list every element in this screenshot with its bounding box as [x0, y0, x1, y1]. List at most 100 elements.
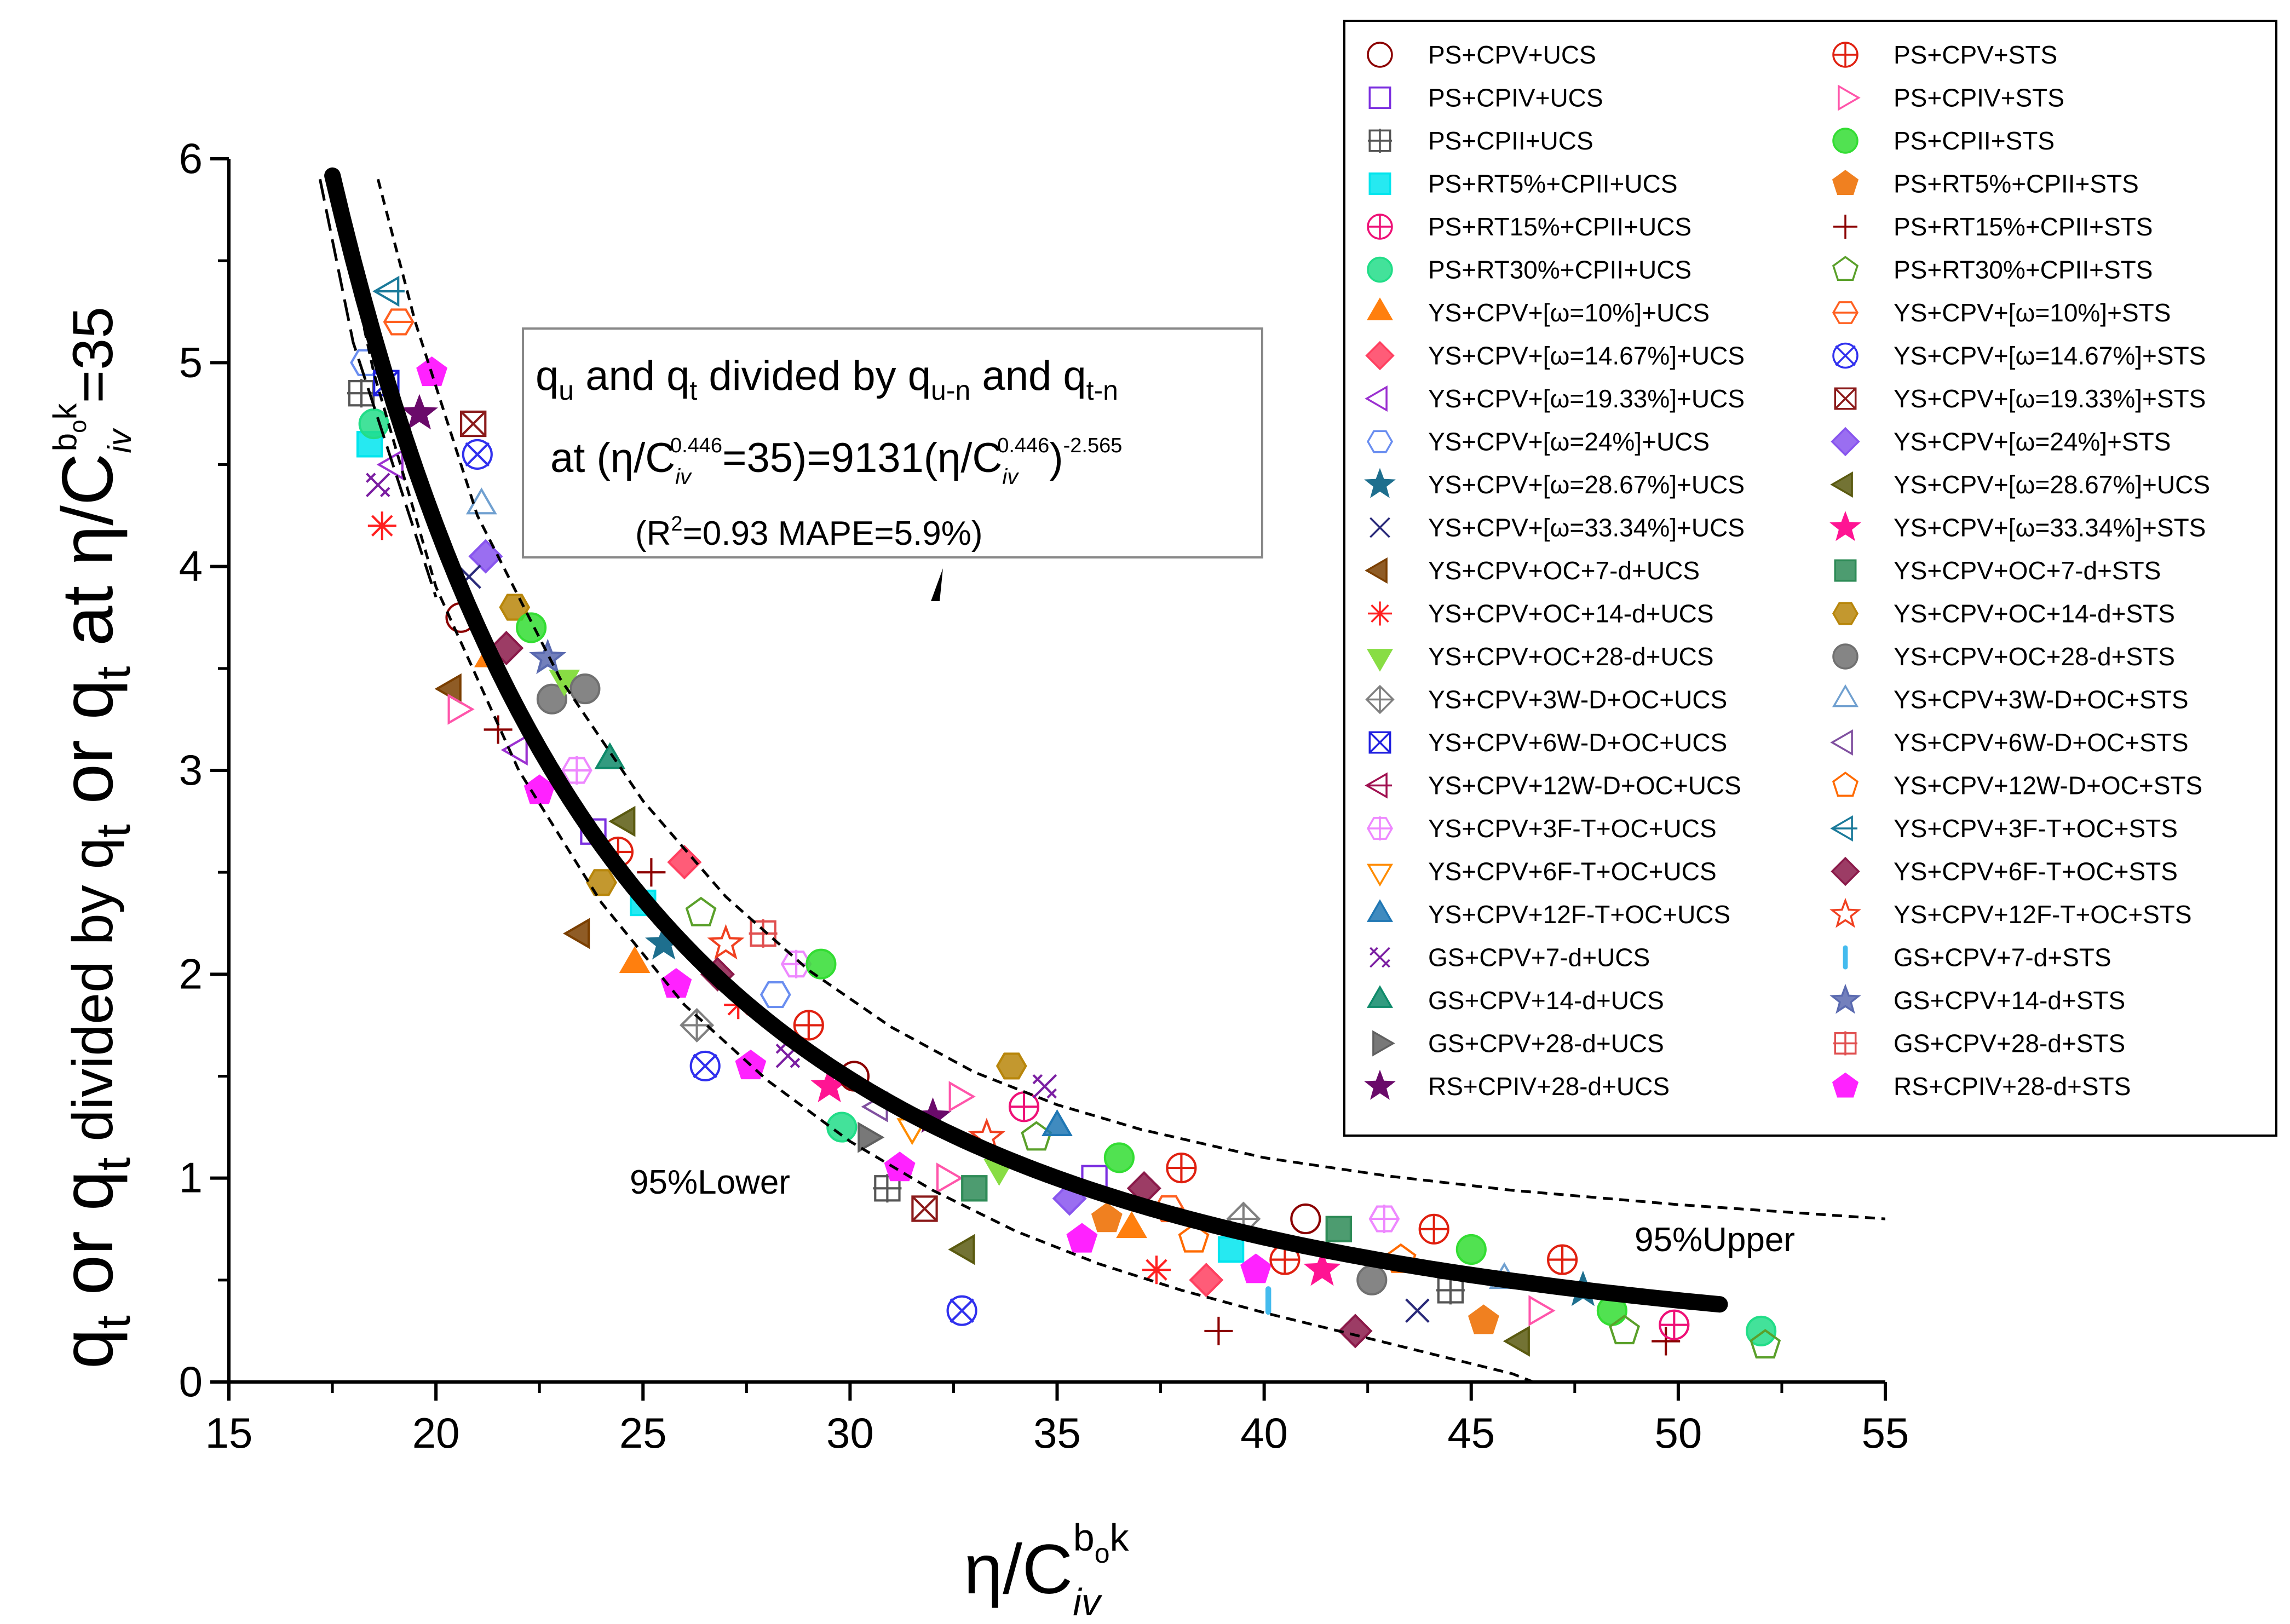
data-point	[400, 394, 438, 430]
x-tick-label: 30	[826, 1409, 874, 1457]
y-tick-label: 2	[179, 949, 203, 998]
legend-marker	[1838, 84, 1861, 111]
legend-label: YS+CPV+OC+14-d+STS	[1894, 600, 2175, 628]
legend-label: YS+CPV+12F-T+OC+STS	[1894, 900, 2192, 929]
legend-label: YS+CPV+OC+7-d+STS	[1894, 556, 2161, 585]
legend-marker	[1830, 729, 1853, 756]
legend-marker	[1367, 42, 1393, 68]
fit-curve	[324, 167, 1728, 1313]
legend-label: YS+CPV+6F-T+OC+STS	[1894, 857, 2178, 886]
data-point	[1290, 1203, 1321, 1235]
legend-marker	[1368, 601, 1392, 626]
legend-marker	[1365, 385, 1388, 412]
legend-marker	[1366, 899, 1394, 922]
data-point	[1303, 1250, 1341, 1286]
data-point	[1609, 1315, 1641, 1345]
data-point	[500, 734, 528, 766]
legend-marker	[1370, 517, 1390, 538]
legend-label: PS+RT15%+CPII+STS	[1894, 212, 2153, 241]
data-point	[948, 1234, 975, 1265]
legend-marker	[1366, 985, 1394, 1008]
data-point	[1338, 1314, 1373, 1349]
legend-marker	[1370, 947, 1390, 968]
data-point	[367, 511, 396, 540]
legend-label: YS+CPV+[ω=24%]+STS	[1894, 428, 2171, 456]
data-point	[465, 487, 497, 515]
legend-marker	[1832, 771, 1859, 797]
data-point	[1166, 1153, 1197, 1184]
legend-label: YS+CPV+[ω=19.33%]+STS	[1894, 384, 2206, 413]
data-point	[1356, 1264, 1388, 1295]
legend-marker	[1832, 42, 1859, 68]
legend-label: PS+RT5%+CPII+STS	[1894, 170, 2139, 198]
legend-frame	[1343, 20, 2277, 1137]
legend-marker	[1368, 172, 1391, 195]
data-point	[1142, 1256, 1171, 1285]
data-point	[707, 924, 745, 960]
legend-marker	[1834, 559, 1857, 582]
legend: PS+CPV+UCS PS+CPIV+UCS PS+CPII+UCS PS+RT5%+…	[1343, 20, 2277, 1137]
legend-label: YS+CPV+3W-D+OC+STS	[1894, 686, 2189, 714]
data-point	[516, 612, 547, 643]
data-point	[1418, 1213, 1449, 1245]
data-point	[1265, 1286, 1271, 1315]
data-point	[946, 1295, 977, 1326]
legend-label: GS+CPV+7-d+STS	[1894, 943, 2111, 972]
legend-label: YS+CPV+6W-D+OC+STS	[1894, 728, 2189, 757]
data-point	[1528, 1295, 1556, 1327]
data-point	[667, 845, 702, 880]
legend-marker	[1831, 856, 1860, 886]
legend-label: PS+CPIV+STS	[1894, 84, 2064, 112]
legend-marker	[1365, 684, 1395, 715]
lower-band-line	[335, 199, 1534, 1382]
legend-label: YS+CPV+12W-D+OC+STS	[1894, 771, 2202, 800]
legend-marker	[1367, 256, 1393, 283]
x-tick-label: 45	[1447, 1409, 1495, 1457]
lower-band-label: 95%Lower	[630, 1164, 790, 1201]
data-point	[948, 1081, 976, 1113]
legend-label: YS+CPV+3F-T+OC+STS	[1894, 814, 2178, 843]
y-tick-label: 4	[179, 542, 203, 590]
legend-label: YS+CPV+[ω=24%]+UCS	[1428, 428, 1710, 456]
legend-label: YS+CPV+[ω=10%]+STS	[1894, 298, 2171, 327]
data-point	[1750, 1329, 1781, 1359]
legend-marker	[1831, 427, 1860, 457]
data-point	[372, 275, 405, 307]
data-point	[685, 896, 717, 926]
legend-marker	[1366, 430, 1394, 453]
legend-label: PS+RT30%+CPII+UCS	[1428, 256, 1691, 284]
legend-marker	[1830, 471, 1853, 498]
legend-marker	[1366, 863, 1394, 887]
data-point	[447, 693, 475, 725]
fit-line	[324, 167, 1728, 1313]
y-tick-label: 1	[179, 1154, 203, 1202]
legend-marker	[1366, 297, 1394, 320]
data-point	[1455, 1234, 1487, 1265]
x-tick-label: 15	[205, 1409, 253, 1457]
legend-label: YS+CPV+OC+7-d+UCS	[1428, 556, 1700, 585]
legend-label: PS+RT30%+CPII+STS	[1894, 256, 2153, 284]
legend-marker	[1832, 256, 1859, 281]
legend-label: YS+CPV+OC+28-d+STS	[1894, 642, 2175, 671]
data-point	[586, 869, 618, 896]
legend-label: YS+CPV+[ω=33.34%]+STS	[1894, 514, 2206, 542]
legend-label: YS+CPV+[ω=28.67%]+UCS	[1428, 470, 1745, 499]
legend-marker	[1365, 341, 1395, 371]
data-point	[619, 946, 651, 974]
legend-label: RS+CPIV+28-d+STS	[1894, 1072, 2131, 1101]
legend-label: YS+CPV+6W-D+OC+UCS	[1428, 728, 1727, 757]
y-tick-label: 0	[179, 1357, 203, 1406]
legend-marker	[1368, 731, 1391, 754]
legend-marker	[1367, 214, 1393, 240]
data-point	[1066, 1223, 1098, 1253]
legend-label: PS+CPII+STS	[1894, 126, 2055, 155]
equation-arrow-icon	[931, 568, 943, 601]
legend-label: GS+CPV+14-d+STS	[1894, 986, 2125, 1015]
x-axis-label: η/Civbok	[964, 1516, 1130, 1623]
data-point	[536, 683, 567, 715]
data-point	[749, 919, 778, 948]
data-point	[1116, 1211, 1148, 1239]
legend-marker	[1372, 1030, 1395, 1057]
data-point	[1204, 1316, 1233, 1345]
x-tick-label: 20	[412, 1409, 460, 1457]
